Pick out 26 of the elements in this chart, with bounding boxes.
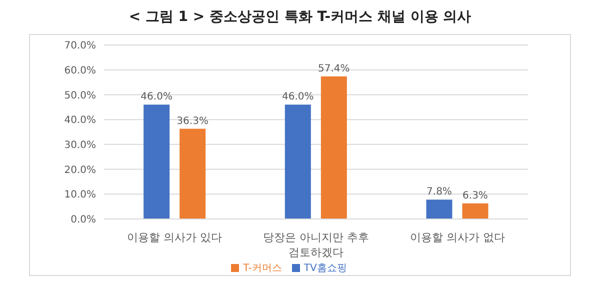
chart-title: < 그림 1 > 중소상공인 특화 T-커머스 채널 이용 의사 [128, 8, 472, 27]
bar [462, 203, 488, 219]
y-tick-label: 50.0% [64, 90, 96, 102]
y-tick-label: 10.0% [64, 190, 96, 201]
data-label: 6.3% [462, 190, 488, 202]
y-tick-label: 70.0% [64, 40, 96, 52]
bar [180, 128, 206, 219]
legend-label: T-커머스 [243, 263, 282, 274]
bar [144, 104, 170, 219]
bar [320, 76, 347, 219]
x-tick-label: 당장은 아니지만 추후 검토하겠다 [263, 231, 369, 259]
x-tick-label: 이용할 의사가 있다 [127, 231, 222, 244]
bar [284, 104, 311, 219]
y-tick-label: 0.0% [70, 214, 96, 226]
y-tick-label: 20.0% [64, 164, 96, 176]
data-label: 46.0% [282, 92, 314, 103]
y-tick-label: 40.0% [64, 115, 96, 126]
data-label: 57.4% [318, 63, 350, 74]
data-label: 36.3% [176, 116, 208, 127]
data-label: 46.0% [140, 92, 172, 103]
data-label: 7.8% [426, 186, 452, 198]
x-tick-label: 이용할 의사가 없다 [410, 231, 505, 244]
bar [426, 200, 452, 219]
y-tick-label: 60.0% [64, 65, 96, 76]
legend-label: TV홈쇼핑 [304, 263, 347, 274]
y-tick-label: 30.0% [64, 140, 96, 151]
